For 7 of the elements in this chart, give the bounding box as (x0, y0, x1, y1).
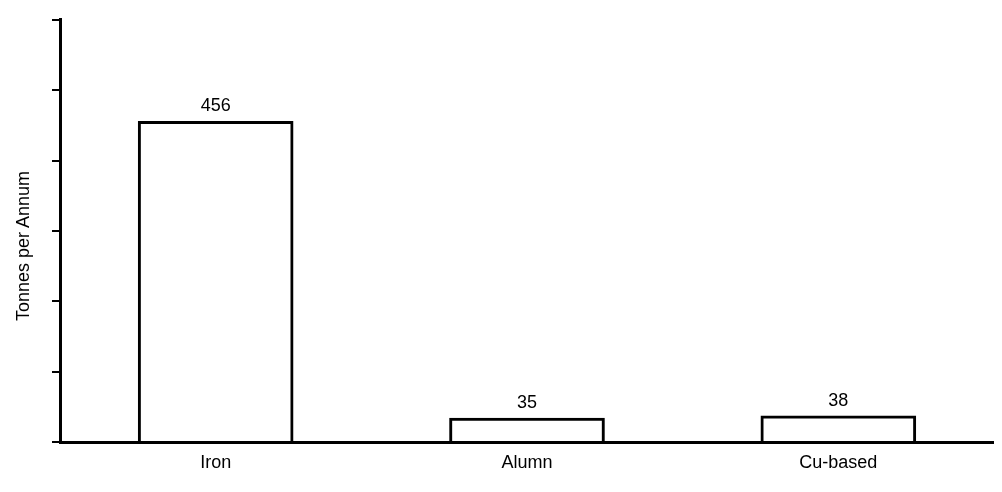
x-tick-label: Cu-based (799, 452, 878, 473)
data-label: 35 (516, 391, 538, 412)
x-tick-label: Alumn (501, 452, 553, 473)
y-axis-title: Tonnes per Annum (12, 170, 34, 322)
data-label: 456 (200, 95, 231, 116)
data-label: 38 (828, 389, 849, 410)
x-tick-label: Iron (200, 452, 232, 473)
